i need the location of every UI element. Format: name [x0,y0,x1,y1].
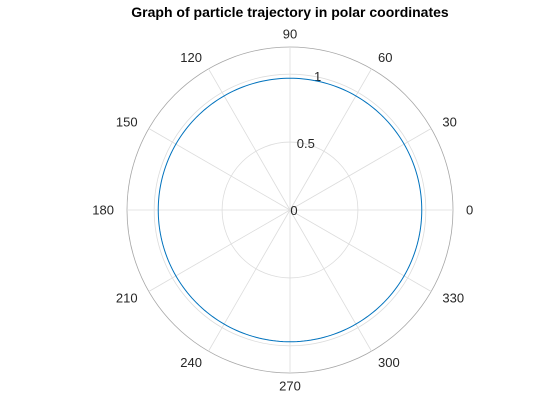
grid-spoke [289,209,432,292]
series-layer [157,77,423,343]
angle-tick-label: 330 [442,291,464,306]
angle-tick-label: 60 [378,50,392,65]
chart-title: Graph of particle trajectory in polar co… [131,4,449,20]
angle-tick-label: 240 [180,355,202,370]
grid-spoke [208,68,291,211]
radius-tick-label: 0 [290,203,297,218]
angle-tick-label: 210 [116,291,138,306]
angular-tick-labels: 0 30 60 90 120 150 180 210 240 270 300 330 [92,27,473,394]
grid-spoke [208,209,291,352]
angle-tick-label: 180 [92,203,114,218]
angle-tick-label: 120 [180,50,202,65]
angle-tick-label: 300 [378,355,400,370]
trajectory-line [157,77,423,343]
angle-tick-label: 150 [116,115,138,130]
grid-spoke [289,128,432,211]
radial-tick-labels: 00.51 [290,69,321,218]
grid-spoke [289,68,372,211]
grid-spoke [289,209,372,352]
radius-tick-label: 0.5 [297,136,315,151]
grid-spoke [148,209,291,292]
angle-tick-label: 90 [283,27,297,42]
radius-tick-label: 1 [314,69,321,84]
angle-tick-label: 30 [442,115,456,130]
grid-spoke [148,128,291,211]
angle-tick-label: 270 [279,379,301,394]
polar-grid [126,46,454,374]
angle-tick-label: 0 [466,203,473,218]
